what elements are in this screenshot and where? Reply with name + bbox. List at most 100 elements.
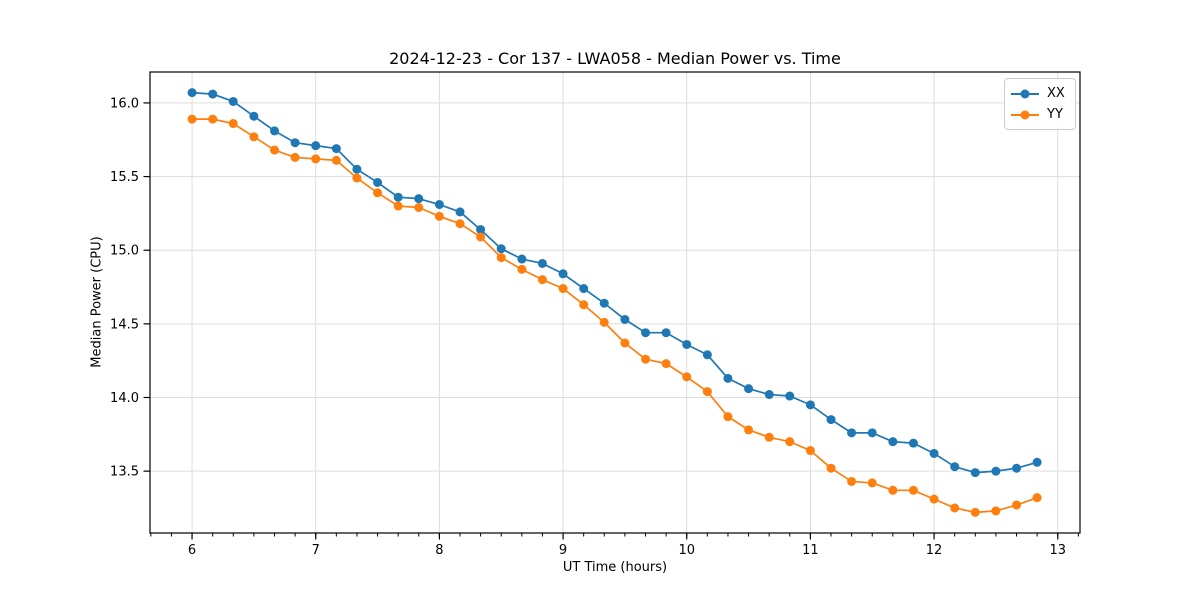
legend-dot-icon (1020, 89, 1030, 98)
data-point-xx (414, 194, 424, 204)
data-point-yy (476, 232, 486, 242)
data-point-yy (414, 203, 424, 212)
data-point-xx (579, 284, 589, 294)
data-point-xx (558, 269, 568, 279)
data-point-yy (187, 114, 197, 124)
data-point-xx (270, 126, 280, 136)
data-point-yy (970, 507, 980, 517)
data-point-yy (579, 300, 589, 310)
series-line-yy (191, 118, 1038, 514)
data-point-yy (517, 264, 527, 274)
data-point-xx (682, 339, 692, 349)
data-point-yy (1012, 500, 1022, 510)
x-tick-label: 11 (802, 543, 819, 558)
data-point-yy (764, 432, 774, 442)
data-point-yy (805, 446, 815, 456)
data-point-xx (908, 438, 918, 448)
legend-marker-yy (1011, 110, 1039, 120)
legend-item-yy: YY (1011, 104, 1067, 125)
data-point-xx (455, 207, 465, 217)
data-point-yy (682, 372, 692, 382)
data-point-yy (599, 317, 609, 327)
y-axis-label: Median Power (CPU) (89, 236, 105, 368)
data-point-xx (599, 298, 609, 308)
data-point-xx (620, 314, 630, 324)
x-tick-label: 9 (559, 543, 567, 558)
data-point-yy (290, 152, 300, 162)
data-point-xx (517, 254, 527, 264)
data-point-xx (1032, 457, 1042, 467)
x-tick-label: 8 (435, 543, 443, 558)
data-point-yy (888, 485, 898, 495)
data-point-yy (929, 494, 939, 504)
legend-label: YY (1047, 107, 1063, 122)
data-point-xx (476, 225, 486, 235)
data-point-xx (352, 164, 362, 174)
data-point-xx (187, 88, 197, 98)
data-point-yy (847, 476, 857, 486)
y-tick-label: 16.0 (110, 96, 139, 111)
data-point-xx (496, 244, 506, 254)
data-point-yy (249, 132, 259, 142)
legend-item-xx: XX (1011, 83, 1067, 104)
data-point-yy (434, 211, 444, 221)
data-point-xx (723, 373, 733, 383)
data-point-yy (352, 173, 362, 183)
data-point-xx (208, 89, 218, 99)
data-point-xx (888, 437, 898, 447)
data-point-yy (1032, 493, 1042, 503)
legend-marker-xx (1011, 89, 1039, 99)
x-axis-label: UT Time (hours) (562, 560, 668, 575)
data-point-xx (290, 138, 300, 148)
data-point-xx (661, 328, 671, 338)
data-point-xx (1012, 463, 1022, 473)
data-point-yy (908, 485, 918, 495)
data-point-xx (434, 200, 444, 210)
data-point-xx (970, 468, 980, 478)
data-point-xx (249, 111, 259, 121)
data-point-xx (744, 384, 754, 394)
axes-frame (149, 71, 1081, 534)
y-tick-label: 14.0 (110, 391, 139, 406)
data-point-xx (950, 462, 960, 472)
data-point-xx (764, 390, 774, 400)
legend: XX YY (1004, 78, 1076, 130)
data-point-xx (331, 144, 341, 154)
data-point-yy (867, 478, 877, 488)
data-point-yy (537, 275, 547, 285)
data-point-xx (537, 258, 547, 268)
data-point-xx (641, 328, 651, 338)
x-tick-label: 12 (926, 543, 943, 558)
data-point-xx (867, 428, 877, 438)
data-point-yy (950, 503, 960, 513)
data-point-yy (558, 284, 568, 294)
y-tick-label: 15.5 (110, 170, 139, 185)
y-tick-label: 13.5 (110, 465, 139, 480)
data-point-yy (331, 155, 341, 165)
data-point-yy (311, 154, 321, 164)
data-point-yy (620, 338, 630, 348)
data-point-yy (785, 437, 795, 447)
data-point-yy (702, 387, 712, 397)
data-point-yy (393, 201, 403, 211)
data-point-yy (744, 425, 754, 435)
data-point-yy (661, 359, 671, 369)
data-point-xx (847, 428, 857, 438)
data-point-xx (826, 415, 836, 425)
x-tick-label: 13 (1049, 543, 1066, 558)
data-point-yy (228, 119, 238, 129)
data-point-yy (270, 145, 280, 155)
data-point-yy (826, 463, 836, 473)
data-point-yy (208, 114, 218, 124)
y-tick-label: 15.0 (110, 244, 139, 259)
x-tick-label: 10 (678, 543, 695, 558)
data-point-yy (991, 506, 1001, 516)
chart-title: 2024-12-23 - Cor 137 - LWA058 - Median P… (389, 49, 841, 68)
data-point-xx (929, 448, 939, 458)
data-point-xx (393, 192, 403, 202)
data-point-xx (228, 96, 238, 106)
data-point-yy (373, 188, 383, 198)
data-point-xx (311, 141, 321, 151)
